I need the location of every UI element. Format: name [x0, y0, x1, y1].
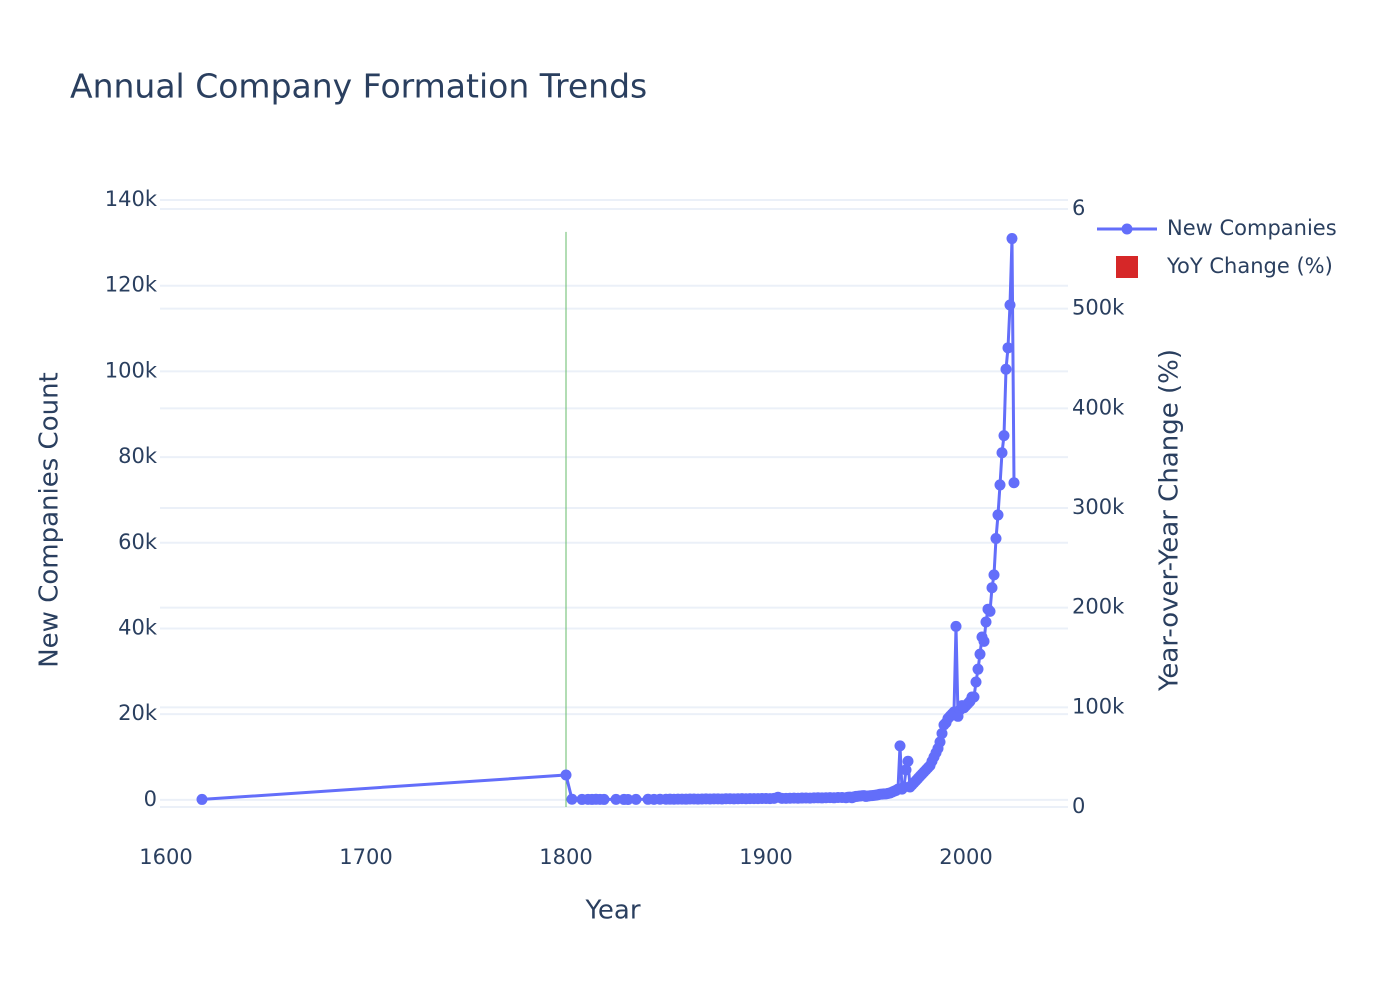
- x-tick-label: 1600: [139, 845, 192, 869]
- series-marker: [984, 605, 996, 617]
- series-marker: [610, 793, 622, 805]
- series-marker: [970, 676, 982, 688]
- series-marker: [1002, 342, 1014, 354]
- series-marker: [978, 635, 990, 647]
- legend-label: New Companies: [1167, 216, 1337, 240]
- legend-swatch: [1116, 256, 1138, 278]
- chart-title: Annual Company Formation Trends: [70, 67, 647, 106]
- series-marker: [1000, 363, 1012, 375]
- y-tick-label: 140k: [105, 187, 158, 211]
- legend-label: YoY Change (%): [1166, 254, 1333, 278]
- series-marker: [902, 755, 914, 767]
- series-marker: [998, 430, 1010, 442]
- series-marker: [1008, 477, 1020, 489]
- x-tick-label: 1800: [539, 845, 592, 869]
- y2-tick-label: 400k: [1072, 395, 1125, 419]
- y2-tick-label: 300k: [1072, 495, 1125, 519]
- series-marker: [950, 620, 962, 632]
- series-marker: [986, 582, 998, 594]
- y-tick-label: 0: [144, 787, 157, 811]
- y-tick-label: 80k: [118, 444, 158, 468]
- y-tick-label: 60k: [118, 530, 158, 554]
- x-tick-label: 2000: [939, 845, 992, 869]
- series-marker: [968, 691, 980, 703]
- y-tick-label: 100k: [105, 358, 158, 382]
- series-marker: [894, 740, 906, 752]
- series-marker: [974, 648, 986, 660]
- series-marker: [566, 793, 578, 805]
- y-tick-label: 120k: [105, 273, 158, 297]
- y2-tick-label: 6: [1072, 196, 1085, 220]
- series-marker: [990, 532, 1002, 544]
- series-marker: [196, 793, 208, 805]
- y2-tick-label: 500k: [1072, 296, 1125, 320]
- series-marker: [630, 793, 642, 805]
- series-marker: [994, 479, 1006, 491]
- series-marker: [1006, 233, 1018, 245]
- series-marker: [1004, 299, 1016, 311]
- series-marker: [560, 769, 572, 781]
- x-tick-label: 1700: [339, 845, 392, 869]
- series-marker: [996, 447, 1008, 459]
- series-marker: [622, 793, 634, 805]
- series-marker: [934, 736, 946, 748]
- series-marker: [972, 663, 984, 675]
- series-marker: [980, 616, 992, 628]
- x-tick-label: 1900: [739, 845, 792, 869]
- series-marker: [598, 793, 610, 805]
- y-tick-label: 20k: [118, 701, 158, 725]
- series-marker: [936, 727, 948, 739]
- y2-tick-label: 200k: [1072, 595, 1125, 619]
- series-marker: [992, 509, 1004, 521]
- x-axis-title: Year: [584, 896, 640, 926]
- y-tick-label: 40k: [118, 615, 158, 639]
- legend-marker: [1121, 223, 1133, 235]
- y-axis-title: New Companies Count: [35, 372, 65, 668]
- yoy-bar: [565, 231, 567, 808]
- y2-axis-title: Year-over-Year Change (%): [1155, 349, 1185, 692]
- series-marker: [900, 764, 912, 776]
- y2-tick-label: 100k: [1072, 694, 1125, 718]
- y2-tick-label: 0: [1072, 794, 1085, 818]
- series-marker: [988, 569, 1000, 581]
